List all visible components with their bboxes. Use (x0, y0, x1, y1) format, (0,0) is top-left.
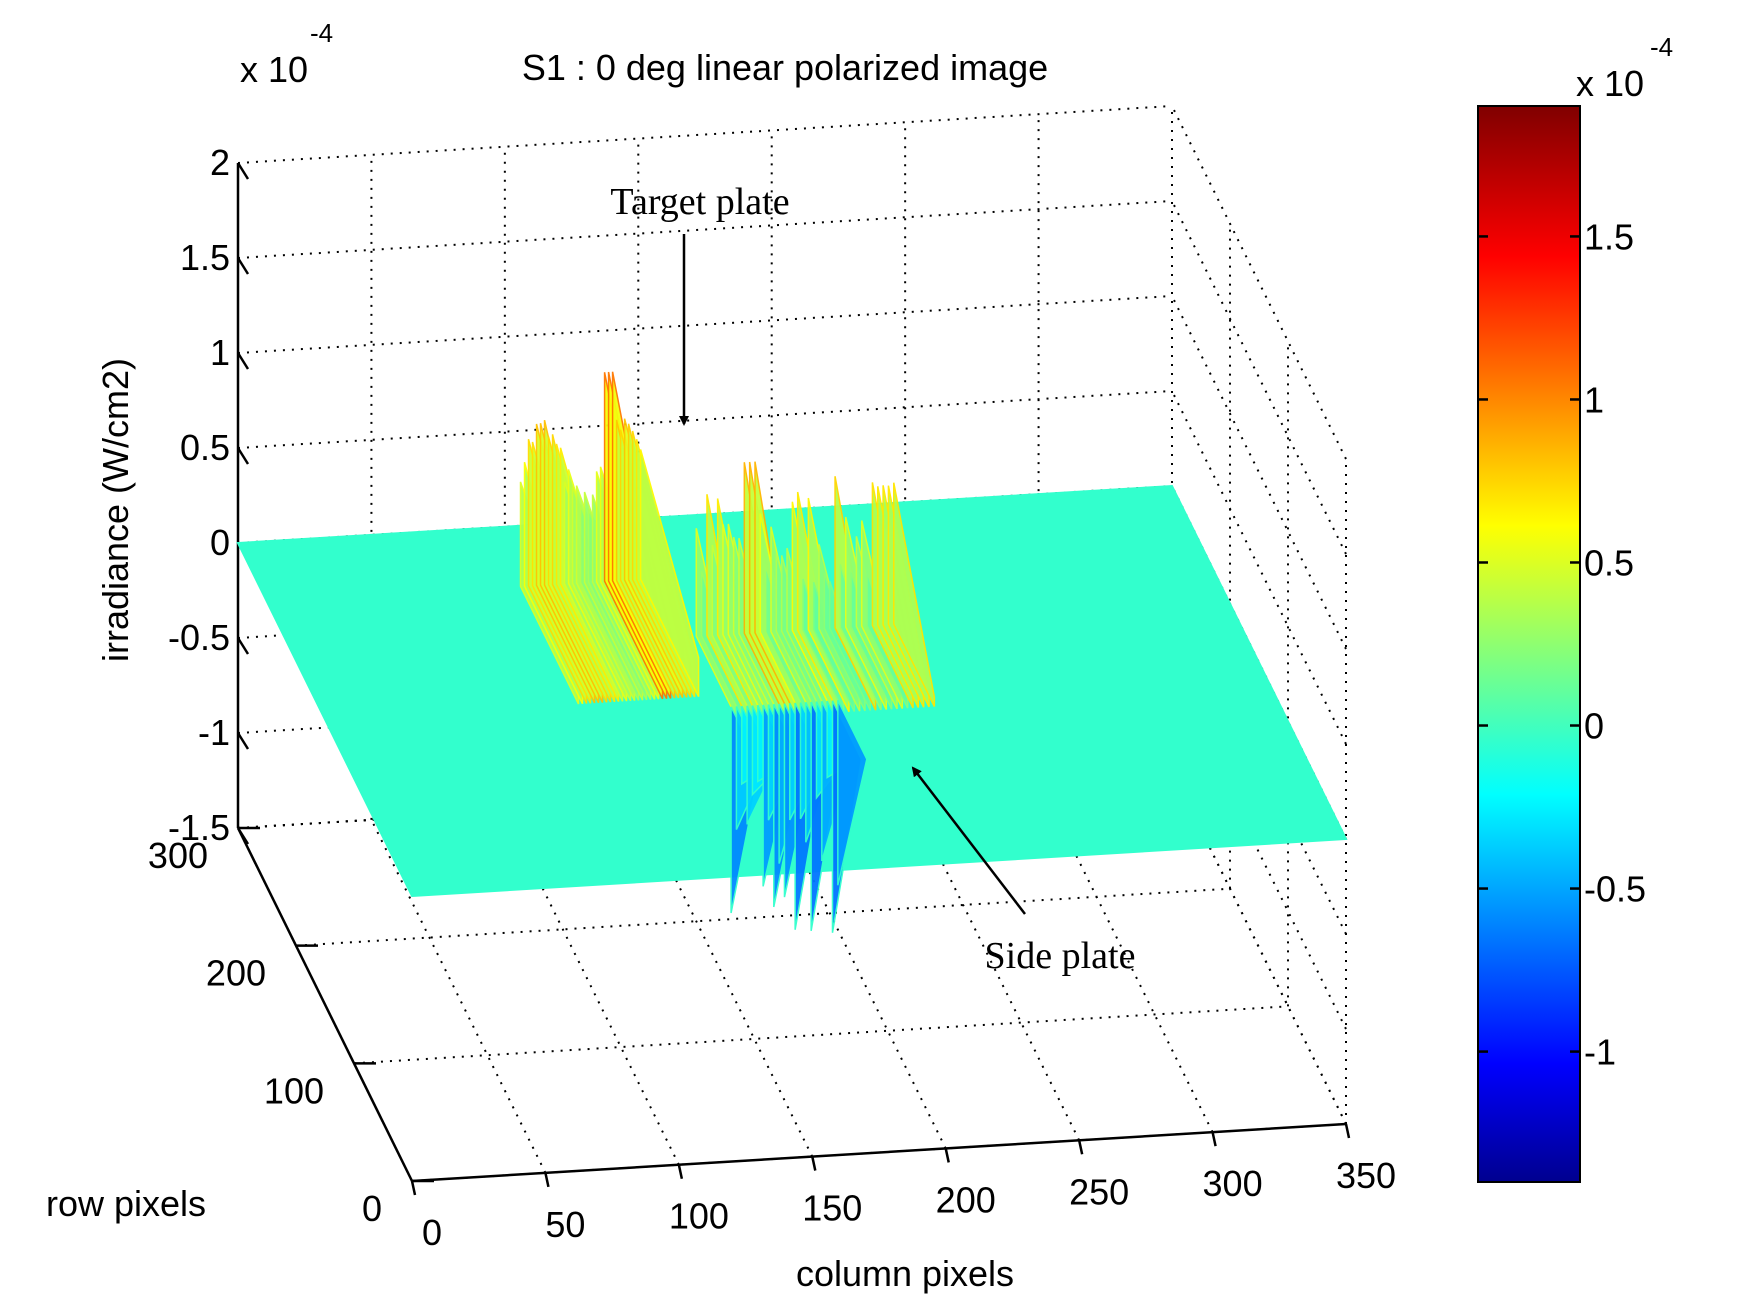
colorbar-ticks: 1.5 1 0.5 0 -0.5 -1 (1478, 216, 1646, 1073)
axes-lines (236, 162, 1351, 1196)
grid-floor-line (353, 1005, 1289, 1065)
grid-right-wall-line (1171, 105, 1347, 460)
z-tick-label: 0.5 (180, 427, 230, 468)
x-axis-line (411, 1122, 1347, 1183)
z-tick-label: -0.5 (168, 617, 230, 658)
y-tick-label: 200 (206, 953, 266, 994)
z-axis-label: irradiance (W/cm2) (95, 358, 136, 662)
z-tick-mark (236, 447, 250, 465)
z-tick-label: 1 (210, 332, 230, 373)
x-tick-mark (544, 1172, 550, 1188)
y-tick-label: 0 (362, 1188, 382, 1229)
colorbar-exponent-power: -4 (1650, 32, 1673, 62)
surface-side-dip (837, 699, 868, 886)
annotation-target-plate-text: Target plate (610, 181, 789, 223)
z-exponent: x 10 -4 (240, 18, 333, 90)
surface-side-ridge (893, 482, 936, 707)
x-tick-mark (1344, 1123, 1351, 1139)
z-exponent-power: -4 (310, 18, 333, 48)
z-tick-label: 0 (210, 522, 230, 563)
y-axis-label: row pixels (46, 1183, 206, 1224)
z-tick-mark (236, 352, 250, 370)
x-tick-label: 100 (669, 1196, 729, 1237)
x-tick-label: 150 (802, 1188, 862, 1229)
colorbar-tick-label: 0.5 (1584, 542, 1634, 583)
z-tick-mark (236, 827, 250, 845)
z-tick-label: -1 (198, 712, 230, 753)
x-tick-label: 50 (545, 1204, 585, 1245)
y-tick-label: 300 (148, 835, 208, 876)
z-tick-label: 1.5 (180, 237, 230, 278)
y-tick-label: 100 (264, 1070, 324, 1111)
y-axis-line (236, 827, 414, 1182)
z-tick-mark (236, 732, 250, 750)
irradiance-surface (236, 371, 1348, 933)
z-tick-mark (236, 257, 250, 275)
annotation-side-plate: Side plate (911, 766, 1136, 977)
grid-back-wall-line (237, 295, 1173, 354)
surface-target-ridge (639, 449, 700, 698)
annotation-target-plate: Target plate (610, 181, 790, 426)
annotation-side-plate-text: Side plate (985, 935, 1136, 977)
x-tick-mark (944, 1148, 950, 1163)
grid-right-wall-line (1171, 200, 1347, 555)
z-exponent-base: x 10 (240, 49, 308, 90)
colorbar-tick-label: -1 (1584, 1032, 1616, 1073)
colorbar-tick-label: 0 (1584, 706, 1604, 747)
x-tick-mark (677, 1164, 684, 1179)
chart-title: S1 : 0 deg linear polarized image (522, 47, 1048, 88)
grid-back-wall-line (237, 105, 1173, 164)
colorbar-tick-label: 1.5 (1584, 216, 1634, 257)
x-tick-mark (1211, 1131, 1217, 1147)
z-tick-mark (236, 162, 250, 180)
x-tick-mark (1077, 1140, 1084, 1155)
x-tick-label: 300 (1203, 1163, 1263, 1204)
x-tick-label: 350 (1336, 1155, 1396, 1196)
colorbar-exponent-base: x 10 (1576, 63, 1644, 104)
z-tick-mark (236, 637, 250, 655)
x-tick-label: 250 (1069, 1171, 1129, 1212)
x-tick-label: 0 (422, 1212, 442, 1253)
x-tick-mark (410, 1180, 417, 1196)
z-tick-label: 2 (210, 142, 230, 183)
grid-back-wall-line (237, 390, 1173, 449)
colorbar-gradient (1477, 105, 1581, 1183)
z-tick-label: -1.5 (168, 807, 230, 848)
tick-labels: 0 50 100 150 200 250 300 3500100200300-1.5-1-0.… (148, 142, 1396, 1253)
x-tick-label: 200 (936, 1179, 996, 1220)
colorbar-tick-label: -0.5 (1584, 869, 1646, 910)
colorbar: 1.5 1 0.5 0 -0.5 -1 x 10 -4 (1477, 32, 1673, 1183)
annotation-side-plate-arrow (911, 766, 1026, 915)
x-tick-mark (811, 1156, 817, 1171)
x-axis-label: column pixels (796, 1253, 1014, 1294)
colorbar-tick-label: 1 (1584, 379, 1604, 420)
